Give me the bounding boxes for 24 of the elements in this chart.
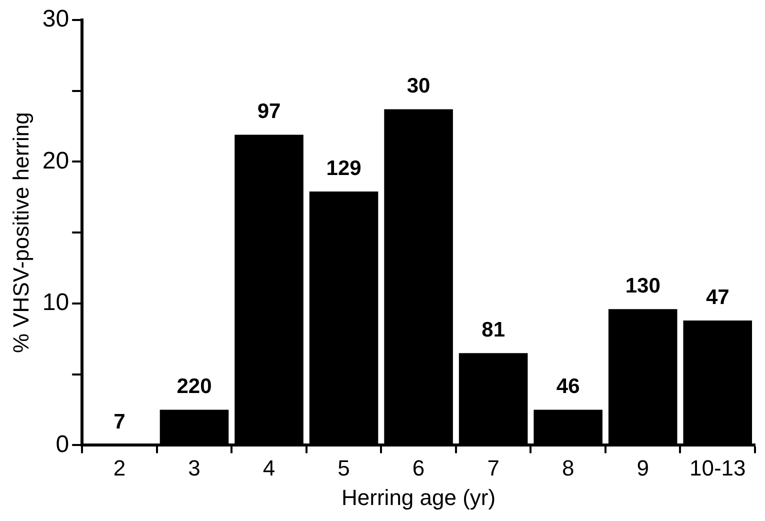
annotation: 30 [406, 74, 430, 98]
x-tick-label: 6 [412, 455, 425, 480]
x-tick-label: 10-13 [689, 455, 746, 480]
y-tick-label: 30 [42, 6, 70, 33]
x-tick-label: 4 [262, 455, 276, 480]
x-tick-label: 3 [188, 455, 200, 480]
annotation: 97 [257, 100, 281, 124]
annotation: 129 [326, 156, 362, 180]
annotation: 130 [625, 274, 660, 298]
x-tick-label: 8 [562, 455, 574, 480]
annotation: 47 [706, 286, 730, 309]
annotation: 81 [482, 318, 506, 342]
y-tick-label: 10 [42, 289, 70, 316]
annotation: 7 [114, 410, 126, 434]
x-tick-label: 7 [487, 455, 500, 480]
y-axis-title: % VHSV-positive herring [8, 112, 34, 354]
annotation: 46 [556, 375, 580, 398]
y-tick-label: 20 [42, 147, 70, 174]
x-tick-label: 2 [113, 455, 126, 480]
y-tick-label: 0 [56, 430, 70, 458]
x-tick-label: 9 [636, 455, 649, 480]
x-tick-label: 5 [338, 455, 350, 480]
x-axis-title: Herring age (yr) [342, 484, 496, 510]
annotation: 220 [176, 375, 212, 398]
